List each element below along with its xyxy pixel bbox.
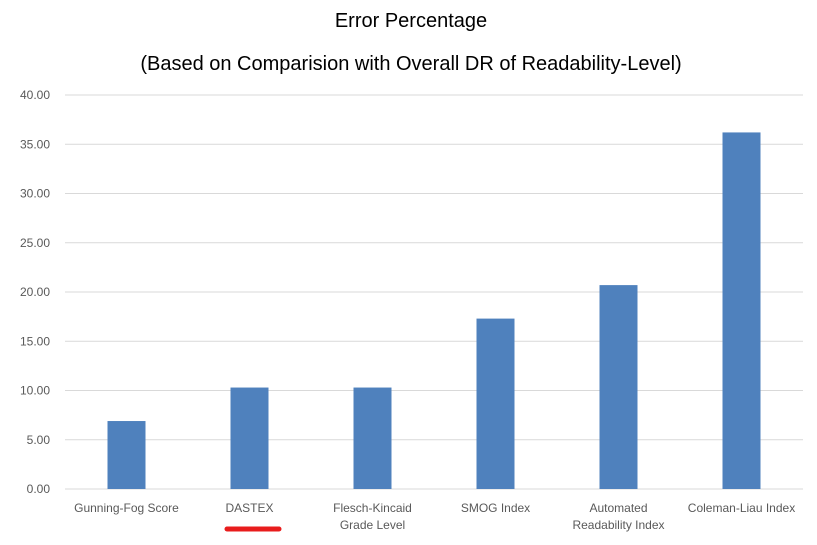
bar bbox=[476, 318, 515, 489]
y-tick-label: 0.00 bbox=[27, 482, 51, 496]
bar bbox=[599, 285, 638, 489]
bar bbox=[107, 421, 146, 489]
x-tick-label: Automated Readability Index bbox=[572, 501, 664, 532]
y-tick-label: 15.00 bbox=[20, 334, 50, 348]
y-tick-label: 10.00 bbox=[20, 384, 50, 398]
x-tick-label: SMOG Index bbox=[461, 501, 530, 515]
y-tick-label: 30.00 bbox=[20, 187, 50, 201]
y-tick-label: 40.00 bbox=[20, 88, 50, 102]
x-tick-label: Coleman-Liau Index bbox=[688, 501, 795, 515]
x-tick-label: Flesch-Kincaid Grade Level bbox=[333, 501, 412, 532]
x-tick-label: Gunning-Fog Score bbox=[74, 501, 179, 515]
chart-subtitle: (Based on Comparision with Overall DR of… bbox=[140, 53, 681, 75]
bar bbox=[230, 387, 269, 489]
y-tick-label: 35.00 bbox=[20, 137, 50, 151]
bar bbox=[353, 387, 392, 489]
chart-title: Error Percentage bbox=[335, 10, 487, 32]
y-tick-label: 25.00 bbox=[20, 236, 50, 250]
x-tick-label: DASTEX bbox=[225, 501, 273, 515]
bar bbox=[722, 132, 761, 489]
y-tick-label: 20.00 bbox=[20, 285, 50, 299]
y-tick-label: 5.00 bbox=[27, 433, 51, 447]
